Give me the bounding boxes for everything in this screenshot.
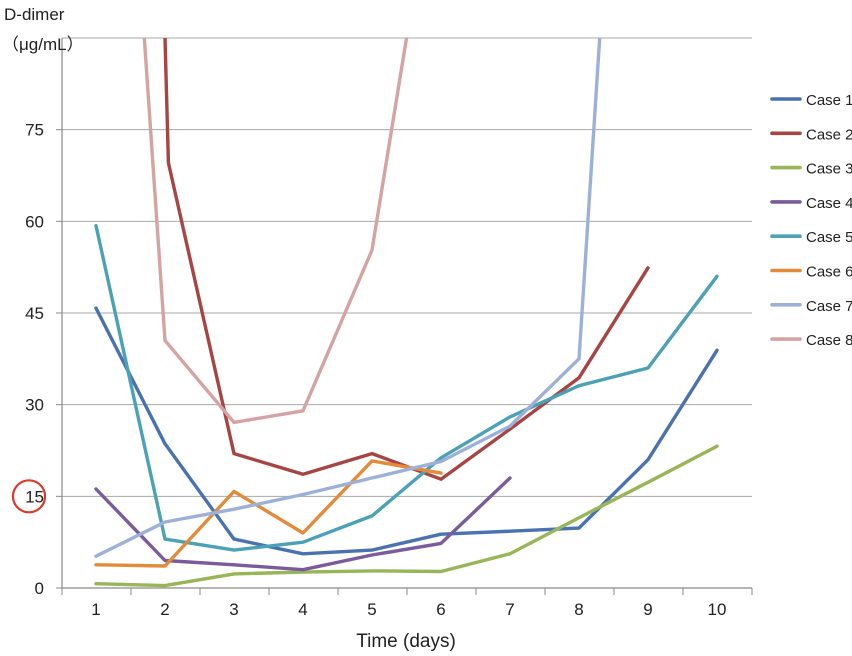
- y-tick-label-0: 0: [35, 579, 44, 598]
- y-tick-label-60: 60: [25, 212, 44, 231]
- x-tick-label-3: 3: [229, 600, 238, 619]
- legend-label-case-5: Case 5: [806, 229, 852, 246]
- y-tick-label-15: 15: [25, 487, 44, 506]
- series-line-case-4: [94, 476, 512, 572]
- y-tick-label-75: 75: [25, 121, 44, 140]
- x-tick-label-5: 5: [367, 600, 376, 619]
- legend-label-case-3: Case 3: [806, 161, 852, 178]
- x-tick-label-4: 4: [298, 600, 307, 619]
- x-tick-label-9: 9: [643, 600, 652, 619]
- series-line-case-6: [94, 459, 443, 568]
- series-line-case-8: [142, 38, 409, 425]
- legend: Case 1 Case 2 Case 3 Case 4 Case 5 Case 6 Case…: [770, 92, 852, 349]
- y-tick-label-45: 45: [25, 304, 44, 323]
- legend-label-case-8: Case 8: [806, 332, 852, 349]
- x-tick-label-7: 7: [505, 600, 514, 619]
- y-axis-title-line2: （μg/mL）: [2, 35, 84, 54]
- highlight-circle: [11, 479, 47, 514]
- series-line-case-7: [94, 38, 602, 558]
- x-tick-label-1: 1: [91, 600, 100, 619]
- legend-label-case-1: Case 1: [806, 92, 852, 109]
- x-tick-label-2: 2: [160, 600, 169, 619]
- legend-label-case-7: Case 7: [806, 298, 852, 315]
- x-tick-label-8: 8: [574, 600, 583, 619]
- series-line-case-2: [163, 38, 650, 481]
- legend-label-case-6: Case 6: [806, 264, 852, 281]
- x-tick-label-10: 10: [708, 600, 727, 619]
- series-line-case-5: [94, 223, 719, 552]
- y-axis-title-line1: D-dimer: [4, 5, 65, 24]
- x-axis-title: Time (days): [356, 631, 456, 652]
- series-line-case-1: [94, 306, 719, 556]
- y-tick-label-30: 30: [25, 396, 44, 415]
- legend-label-case-2: Case 2: [806, 126, 852, 143]
- x-tick-label-6: 6: [436, 600, 445, 619]
- legend-label-case-4: Case 4: [806, 195, 852, 212]
- series-lines: [94, 38, 719, 588]
- series-line-case-3: [94, 444, 719, 588]
